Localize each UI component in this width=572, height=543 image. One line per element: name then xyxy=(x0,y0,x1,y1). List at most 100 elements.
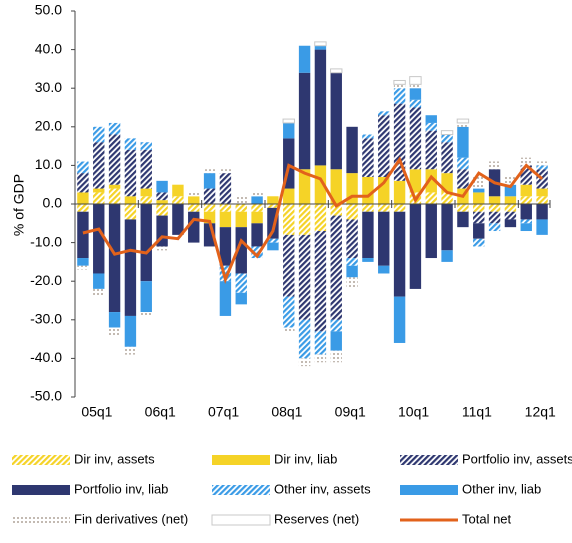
bar-segment xyxy=(93,126,105,143)
bar-segment xyxy=(346,258,358,266)
legend-label: Portfolio inv, assets xyxy=(462,451,572,466)
bar-segment xyxy=(457,204,469,212)
bar-segment xyxy=(314,204,327,232)
bar-segment xyxy=(235,196,247,204)
bar-segment xyxy=(441,192,453,204)
bar-segment xyxy=(203,211,216,224)
bar-segment xyxy=(488,161,501,170)
bar-segment xyxy=(441,173,453,193)
bar-segment xyxy=(441,250,453,262)
bar-segment xyxy=(330,204,342,216)
bar-segment xyxy=(77,161,89,174)
bar-segment xyxy=(156,204,168,216)
bar-segment xyxy=(520,157,532,166)
bar-segment xyxy=(282,118,295,124)
bar-segment xyxy=(314,354,327,363)
bar-segment xyxy=(156,192,168,201)
bar-segment xyxy=(504,196,517,204)
bar-segment xyxy=(409,99,422,108)
bar-segment xyxy=(393,211,406,297)
bar-segment xyxy=(219,265,232,282)
bar-segment xyxy=(108,327,121,336)
y-tick-label: 10.0 xyxy=(35,156,62,172)
bar-segment xyxy=(520,204,532,220)
x-tick-label: 10q1 xyxy=(398,404,429,420)
legend-swatch xyxy=(400,485,458,495)
legend-swatch xyxy=(400,455,458,465)
bar-segment xyxy=(393,84,406,89)
bar-segment xyxy=(378,176,390,204)
x-tick-label: 11q1 xyxy=(462,404,492,420)
bar-segment xyxy=(346,173,358,204)
bar-segment xyxy=(124,204,137,220)
bar-segment xyxy=(362,134,374,139)
bar-segment xyxy=(108,122,121,135)
bar-segment xyxy=(124,149,137,197)
bar-segment xyxy=(314,41,327,47)
bar-segment xyxy=(267,196,279,204)
legend-label: Total net xyxy=(462,511,512,526)
bar-segment xyxy=(251,246,263,259)
y-axis-label: % of GDP xyxy=(11,174,27,236)
bar-segment xyxy=(140,149,152,189)
bar-segment xyxy=(409,88,422,100)
bar-segment xyxy=(520,196,532,204)
bar-segment xyxy=(219,227,232,266)
bar-segment xyxy=(330,169,342,204)
bar-segment xyxy=(393,103,406,181)
bar-segment xyxy=(330,72,342,170)
bar-segment xyxy=(378,115,390,177)
bar-segment xyxy=(140,281,152,313)
bar-segment xyxy=(330,350,342,363)
legend-label: Dir inv, liab xyxy=(274,451,337,466)
legend-swatch xyxy=(211,514,271,526)
bar-segment xyxy=(457,157,469,170)
y-tick-label: -30.0 xyxy=(30,311,62,327)
bar-segment xyxy=(251,196,263,204)
bar-segment xyxy=(172,204,184,235)
bar-segment xyxy=(124,138,137,150)
bar-segment xyxy=(504,219,517,228)
bar-segment xyxy=(536,161,548,166)
bar-segment xyxy=(409,76,422,85)
bar-segment xyxy=(473,223,485,239)
bar-segment xyxy=(409,204,422,289)
legend-label: Dir inv, assets xyxy=(74,451,155,466)
bar-segment xyxy=(393,296,406,343)
bar-segment xyxy=(156,215,168,247)
x-tick-label: 05q1 xyxy=(81,404,112,420)
bar-segment xyxy=(283,138,295,189)
bar-segment xyxy=(441,142,453,174)
legend-swatch xyxy=(12,485,70,495)
bar-segment xyxy=(140,196,152,204)
bar-segment xyxy=(488,196,501,204)
y-tick-label: 30.0 xyxy=(35,79,62,95)
bar-segment xyxy=(267,238,279,243)
bar-segment xyxy=(346,265,358,278)
bar-segment xyxy=(156,246,168,251)
bar-segment xyxy=(393,79,406,85)
bar-segment xyxy=(425,204,437,259)
bar-segment xyxy=(536,196,548,204)
y-tick-label: 40.0 xyxy=(35,40,62,56)
bar-segment xyxy=(346,277,358,289)
x-tick-label: 06q1 xyxy=(145,404,176,420)
y-tick-label: -50.0 xyxy=(30,388,62,404)
bar-segment xyxy=(203,204,216,212)
bar-segment xyxy=(488,223,501,232)
bar-segment xyxy=(235,204,247,212)
bar-segment xyxy=(267,242,279,251)
bar-segment xyxy=(77,265,89,270)
bar-segment xyxy=(235,292,247,305)
bar-segment xyxy=(267,204,279,208)
bar-segment xyxy=(346,204,358,220)
legend-label: Portfolio inv, liab xyxy=(74,481,168,496)
bar-segment xyxy=(536,204,548,220)
bar-segment xyxy=(108,184,121,189)
bar-segment xyxy=(473,192,485,204)
bar-segment xyxy=(504,204,517,212)
bar-segment xyxy=(124,346,137,355)
bar-segment xyxy=(219,211,232,228)
legend-swatch xyxy=(12,455,70,465)
x-tick-label: 08q1 xyxy=(271,404,302,420)
